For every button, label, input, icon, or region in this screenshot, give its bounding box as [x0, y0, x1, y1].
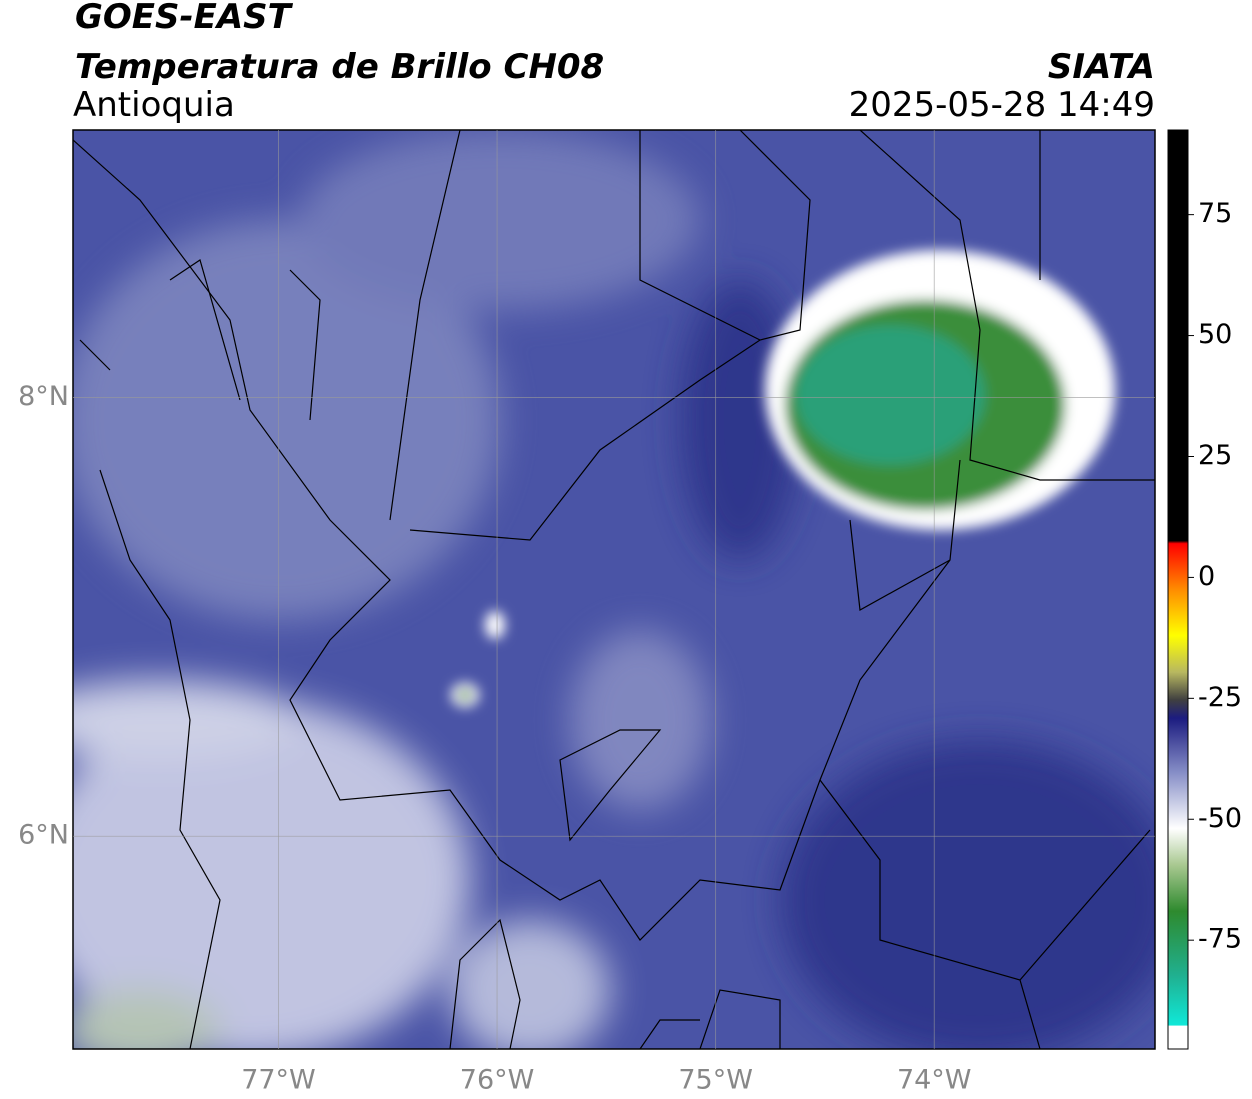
colorbar-tick-label: 0: [1198, 561, 1215, 592]
map-frame: [72, 129, 1156, 1050]
colorbar-tick-label: 50: [1198, 319, 1232, 350]
colorbar-tick-label: -25: [1198, 682, 1242, 713]
colorbar-tick-label: -50: [1198, 803, 1242, 834]
x-tick-label: 75°W: [678, 1065, 753, 1096]
y-tick-label: 6°N: [18, 820, 69, 851]
x-tick-label: 77°W: [241, 1065, 316, 1096]
colorbar: [1167, 129, 1189, 1050]
x-tick-label: 74°W: [897, 1065, 972, 1096]
satellite-image: [73, 130, 1155, 1049]
y-tick-label: 8°N: [18, 381, 69, 412]
colorbar-tick-label: -75: [1198, 924, 1242, 955]
datetime: 2025-05-28 14:49: [849, 85, 1155, 125]
borders: [73, 130, 1155, 1049]
colorbar-tick-label: 75: [1198, 198, 1232, 229]
subtitle: Temperatura de Brillo CH08: [75, 47, 604, 87]
source: SIATA: [1048, 47, 1155, 87]
colorbar-tick-label: 25: [1198, 440, 1232, 471]
region: Antioquia: [73, 85, 235, 125]
title: GOES-EAST: [75, 0, 294, 37]
x-tick-label: 76°W: [460, 1065, 535, 1096]
